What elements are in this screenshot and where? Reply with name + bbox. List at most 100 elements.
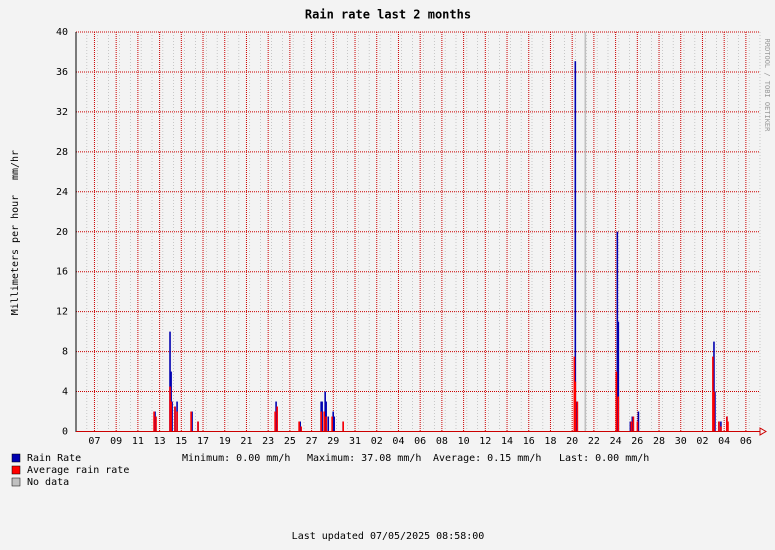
x-tick-label: 30 — [675, 436, 687, 447]
x-tick-label: 04 — [392, 436, 404, 447]
bar — [584, 32, 587, 432]
bar — [574, 381, 577, 432]
x-tick-label: 24 — [610, 436, 622, 447]
bar — [714, 391, 716, 432]
x-tick-label: 31 — [349, 436, 361, 447]
bar — [617, 396, 620, 432]
x-tick-label: 07 — [88, 436, 100, 447]
x-tick-label: 21 — [240, 436, 252, 447]
x-tick-label: 22 — [588, 436, 600, 447]
bar — [616, 231, 619, 432]
bar — [342, 421, 344, 432]
x-tick-label: 16 — [523, 436, 535, 447]
x-tick-label: 18 — [544, 436, 556, 447]
bar — [720, 426, 722, 432]
marks — [153, 32, 729, 432]
bar — [176, 411, 178, 432]
bar — [713, 391, 715, 432]
bar — [171, 401, 173, 432]
legend-swatch — [11, 453, 21, 463]
bar — [637, 411, 640, 432]
bar — [575, 401, 578, 432]
x-tick-label: 12 — [479, 436, 491, 447]
bar — [727, 421, 729, 432]
legend-label: No data — [27, 477, 69, 488]
bar — [617, 321, 620, 432]
bar — [332, 411, 335, 432]
stat: Maximum: 37.08 mm/h — [307, 453, 421, 464]
x-tick-label: 11 — [132, 436, 144, 447]
bar — [324, 391, 326, 432]
bar — [299, 421, 301, 432]
bar — [197, 421, 199, 432]
axis-arrow — [759, 427, 767, 436]
y-tick-label: 36 — [56, 67, 68, 78]
y-tick-label: 4 — [62, 387, 68, 398]
bar — [576, 401, 579, 432]
chart-title: Rain rate last 2 months — [305, 8, 471, 22]
bar — [629, 421, 632, 432]
y-tick-label: 24 — [56, 187, 68, 198]
bar — [154, 411, 156, 432]
x-tick-label: 25 — [284, 436, 296, 447]
y-tick-label: 40 — [56, 27, 68, 38]
legend-swatch — [11, 465, 21, 475]
bar — [718, 421, 720, 432]
x-tick-label: 27 — [306, 436, 318, 447]
x-tick-label: 10 — [458, 436, 470, 447]
bar — [323, 411, 325, 432]
x-tick-label: 29 — [327, 436, 339, 447]
bar — [630, 421, 633, 432]
bar — [574, 61, 577, 432]
y-axis-label: Millimeters per hour — [10, 195, 21, 315]
bar — [170, 401, 172, 432]
bar — [631, 416, 634, 432]
x-tick-label: 17 — [197, 436, 209, 447]
bar — [632, 416, 635, 432]
bar — [325, 416, 327, 432]
bar — [276, 406, 278, 432]
stat: Average: 0.15 mm/h — [433, 453, 541, 464]
x-tick-label: 02 — [371, 436, 383, 447]
x-tick-label: 13 — [154, 436, 166, 447]
stat: Last: 0.00 mm/h — [559, 453, 649, 464]
bar — [174, 406, 176, 432]
y-tick-label: 8 — [62, 347, 68, 358]
bar — [300, 426, 302, 432]
bar — [726, 416, 728, 432]
bar — [327, 416, 330, 432]
bar — [298, 421, 300, 432]
bar — [321, 401, 323, 432]
y-tick-label: 16 — [56, 267, 68, 278]
legend-swatch — [11, 477, 21, 487]
bar — [320, 411, 322, 432]
bar — [191, 411, 193, 432]
grid — [75, 31, 761, 432]
bar — [573, 356, 576, 432]
y-tick-label: 28 — [56, 147, 68, 158]
x-tick-label: 23 — [262, 436, 274, 447]
x-tick-label: 26 — [631, 436, 643, 447]
bar — [331, 416, 333, 432]
side-text: RRDTOOL / TOBI OETIKER — [763, 39, 771, 133]
bar — [155, 416, 157, 432]
bar — [713, 341, 715, 432]
y-tick-label: 32 — [56, 107, 68, 118]
x-tick-label: 20 — [566, 436, 578, 447]
x-tick-label: 28 — [653, 436, 665, 447]
bar — [333, 416, 335, 432]
legend-label: Average rain rate — [27, 465, 129, 476]
y-tick-label: 12 — [56, 307, 68, 318]
bar — [275, 401, 277, 432]
x-tick-label: 08 — [436, 436, 448, 447]
bar — [274, 411, 276, 432]
footer: Last updated 07/05/2025 08:58:00 — [292, 531, 485, 542]
x-tick-label: 02 — [696, 436, 708, 447]
bar — [169, 331, 171, 432]
bar — [712, 356, 714, 432]
y-tick-label: 20 — [56, 227, 68, 238]
bar — [190, 411, 192, 432]
